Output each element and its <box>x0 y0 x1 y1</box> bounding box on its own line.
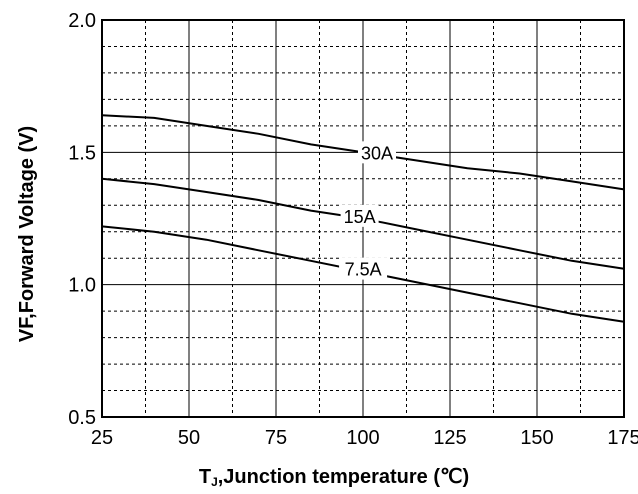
y-tick-label: 1.0 <box>68 275 96 297</box>
series-label: 15A <box>344 207 376 227</box>
series-label: 7.5A <box>345 260 382 280</box>
x-tick-label: 150 <box>520 427 553 449</box>
y-tick-label: 0.5 <box>68 407 96 429</box>
plot-frame <box>101 19 625 418</box>
x-tick-label: 25 <box>91 427 113 449</box>
series-label-background <box>339 257 388 280</box>
grid <box>102 20 624 417</box>
x-axis-title-rest: ,Junction temperature (℃) <box>218 466 469 488</box>
x-tick-label: 75 <box>265 427 287 449</box>
x-axis-title-main: T <box>199 466 211 488</box>
x-tick-label: 50 <box>178 427 200 449</box>
series-label: 30A <box>361 143 393 163</box>
x-tick-label: 100 <box>346 427 379 449</box>
tick-labels: 25 50 75 100 125 150 175 0.5 1.0 1.5 2.0 <box>68 10 638 449</box>
series-label-background <box>358 141 396 164</box>
y-axis-title: VF,Forward Voltage (V) <box>16 126 38 342</box>
x-axis-title-subscript: J <box>211 475 218 489</box>
series-labels: 30A 15A 7.5A <box>339 141 396 280</box>
y-tick-label: 1.5 <box>68 142 96 164</box>
series-label-background <box>340 204 379 227</box>
x-tick-label: 175 <box>607 427 638 449</box>
x-tick-label: 125 <box>433 427 466 449</box>
x-axis-title: TJ,Junction temperature (℃) <box>199 466 469 489</box>
y-tick-label: 2.0 <box>68 10 96 32</box>
